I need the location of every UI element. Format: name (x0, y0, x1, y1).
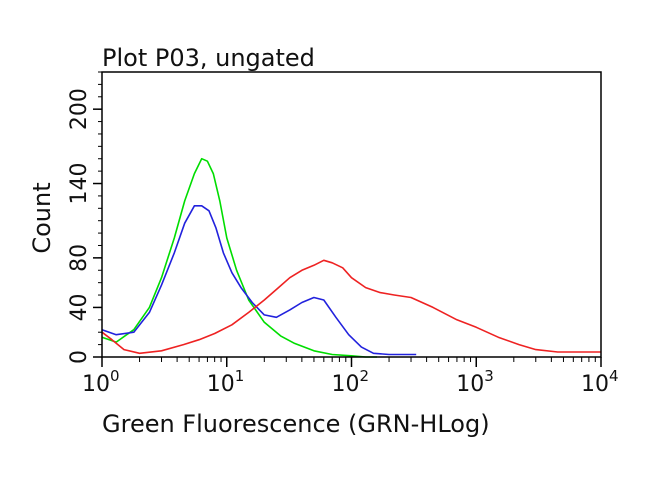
x-tick-label: 101 (207, 367, 245, 397)
x-tick-label: 102 (332, 367, 370, 397)
series-line-2 (101, 205, 417, 356)
y-tick-label: 140 (67, 163, 92, 205)
x-tick-label: 103 (456, 367, 494, 397)
x-tick-label: 104 (581, 367, 619, 397)
y-tick-label: 0 (67, 350, 92, 364)
chart-title: Plot P03, ungated (102, 44, 315, 72)
y-tick-label: 200 (67, 88, 92, 130)
series-line-3 (101, 259, 601, 355)
x-axis-label: Green Fluorescence (GRN-HLog) (102, 410, 490, 438)
y-tick-label: 40 (67, 293, 92, 321)
x-tick-label: 100 (82, 367, 120, 397)
y-tick-group: 0 40 80 140 200 (67, 71, 102, 364)
x-tick-group: 100 101 102 103 104 (82, 357, 619, 397)
y-tick-label: 80 (67, 244, 92, 272)
y-axis-label: Count (28, 182, 56, 253)
series-line-1 (101, 157, 377, 358)
series-group (101, 157, 601, 358)
plot-frame (101, 71, 602, 358)
